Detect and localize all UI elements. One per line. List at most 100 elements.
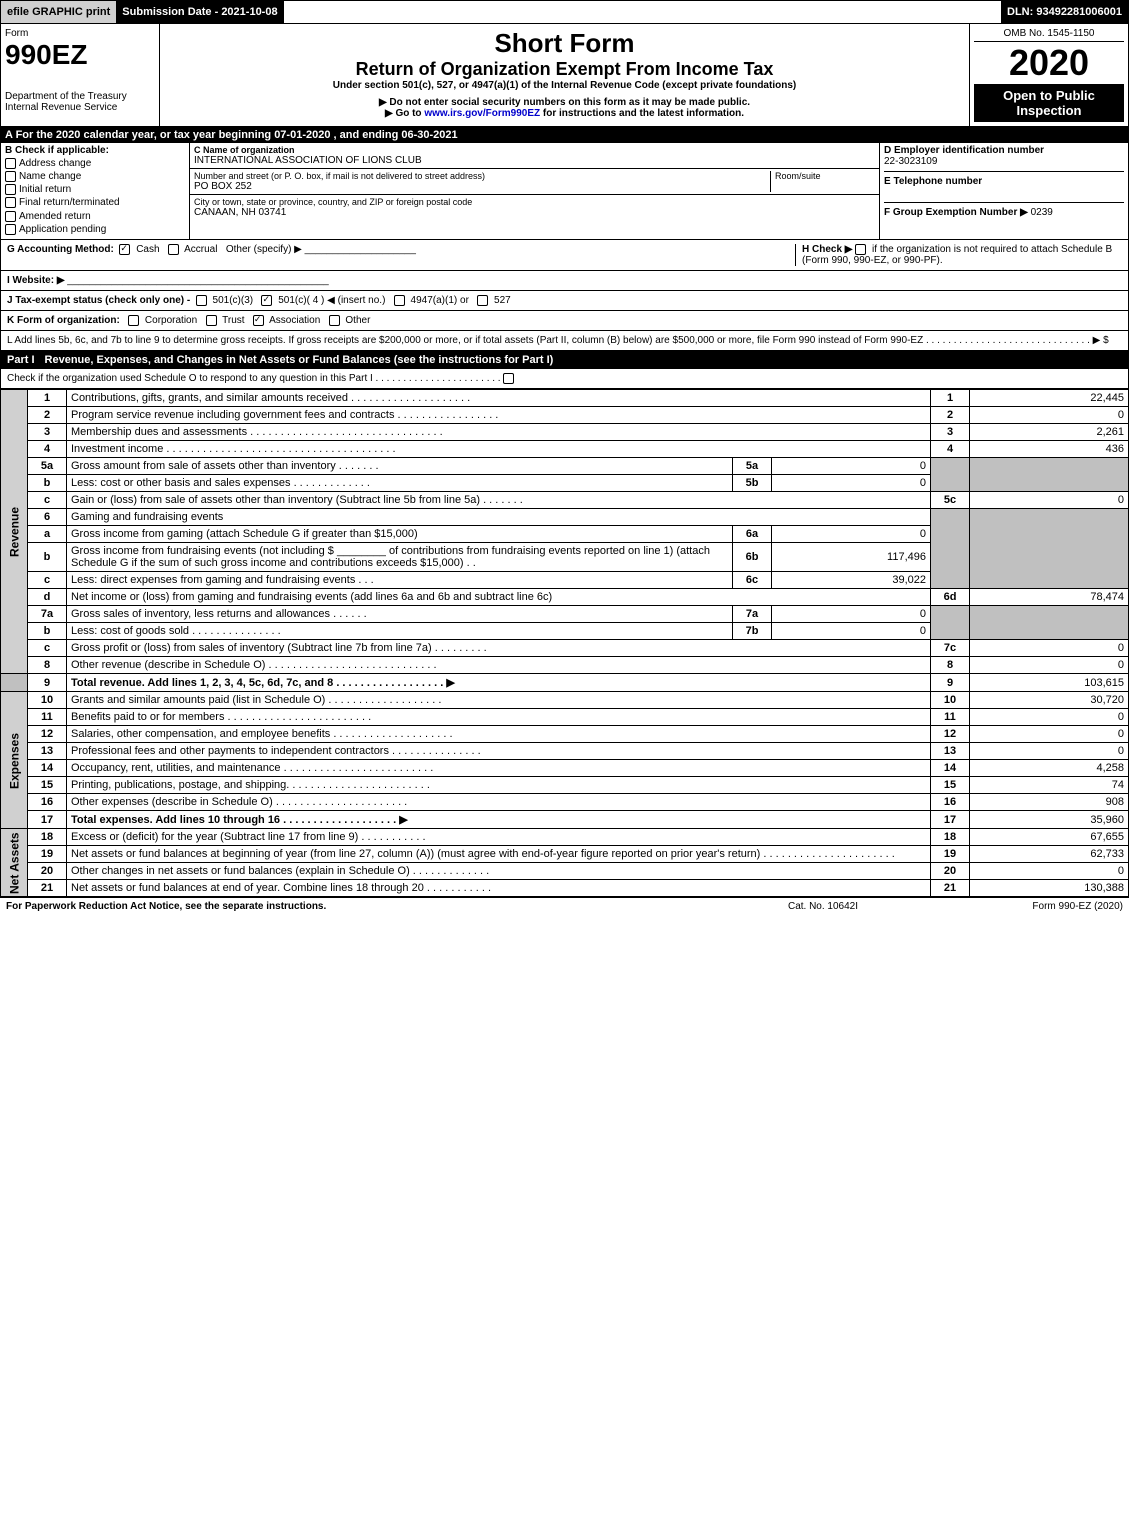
table-row: Revenue 1 Contributions, gifts, grants, … bbox=[1, 390, 1129, 407]
room-suite-label: Room/suite bbox=[775, 171, 875, 181]
open-to-public: Open to Public Inspection bbox=[974, 84, 1124, 122]
section-e-label: E Telephone number bbox=[884, 176, 982, 187]
amt-1: 22,445 bbox=[970, 390, 1129, 407]
under-section: Under section 501(c), 527, or 4947(a)(1)… bbox=[164, 80, 965, 91]
part-i-table: Revenue 1 Contributions, gifts, grants, … bbox=[0, 389, 1129, 897]
line-a-tax-year: A For the 2020 calendar year, or tax yea… bbox=[0, 127, 1129, 143]
table-row: 7a Gross sales of inventory, less return… bbox=[1, 606, 1129, 623]
checkbox-527[interactable] bbox=[477, 295, 488, 306]
section-b-label: B Check if applicable: bbox=[5, 145, 185, 156]
amt-4: 436 bbox=[970, 441, 1129, 458]
checkbox-application-pending[interactable] bbox=[5, 224, 16, 235]
checkbox-4947[interactable] bbox=[394, 295, 405, 306]
amt-6b: 117,496 bbox=[772, 543, 931, 572]
amt-6a: 0 bbox=[772, 526, 931, 543]
table-row: Net Assets 18 Excess or (deficit) for th… bbox=[1, 829, 1129, 846]
amt-10: 30,720 bbox=[970, 692, 1129, 709]
section-d-label: D Employer identification number bbox=[884, 145, 1044, 156]
part-i-check: Check if the organization used Schedule … bbox=[0, 369, 1129, 389]
part-i-header: Part I Revenue, Expenses, and Changes in… bbox=[0, 351, 1129, 369]
amt-6c: 39,022 bbox=[772, 572, 931, 589]
omb-number: OMB No. 1545-1150 bbox=[974, 28, 1124, 42]
table-row: 14 Occupancy, rent, utilities, and maint… bbox=[1, 760, 1129, 777]
table-row: 13 Professional fees and other payments … bbox=[1, 743, 1129, 760]
checkbox-part-i-schedule-o[interactable] bbox=[503, 373, 514, 384]
checkbox-association[interactable] bbox=[253, 315, 264, 326]
footer-cat-no: Cat. No. 10642I bbox=[723, 901, 923, 912]
table-row: 5a Gross amount from sale of assets othe… bbox=[1, 458, 1129, 475]
amt-15: 74 bbox=[970, 777, 1129, 794]
checkbox-final-return[interactable] bbox=[5, 197, 16, 208]
table-row: 12 Salaries, other compensation, and emp… bbox=[1, 726, 1129, 743]
dln: DLN: 93492281006001 bbox=[1001, 1, 1128, 23]
checkbox-501c3[interactable] bbox=[196, 295, 207, 306]
form-header: Form 990EZ Department of the Treasury In… bbox=[0, 24, 1129, 127]
table-row: 4 Investment income . . . . . . . . . . … bbox=[1, 441, 1129, 458]
ein-value: 22-3023109 bbox=[884, 156, 937, 167]
section-k: K Form of organization: Corporation Trus… bbox=[0, 311, 1129, 331]
checkbox-accrual[interactable] bbox=[168, 244, 179, 255]
efile-print-label[interactable]: efile GRAPHIC print bbox=[1, 1, 116, 23]
section-g-h: G Accounting Method: Cash Accrual Other … bbox=[0, 240, 1129, 271]
checkbox-amended-return[interactable] bbox=[5, 211, 16, 222]
short-form-title: Short Form bbox=[164, 28, 965, 59]
section-b-through-f: B Check if applicable: Address change Na… bbox=[0, 143, 1129, 240]
city-label: City or town, state or province, country… bbox=[194, 197, 875, 207]
amt-8: 0 bbox=[970, 657, 1129, 674]
revenue-side-label: Revenue bbox=[1, 390, 28, 674]
checkbox-address-change[interactable] bbox=[5, 158, 16, 169]
table-row: 6 Gaming and fundraising events bbox=[1, 509, 1129, 526]
table-row: 20 Other changes in net assets or fund b… bbox=[1, 863, 1129, 880]
footer-paperwork: For Paperwork Reduction Act Notice, see … bbox=[6, 901, 723, 912]
street-value: PO BOX 252 bbox=[194, 181, 770, 192]
section-l: L Add lines 5b, 6c, and 7b to line 9 to … bbox=[0, 331, 1129, 351]
amt-5c: 0 bbox=[970, 492, 1129, 509]
amt-12: 0 bbox=[970, 726, 1129, 743]
submission-date: Submission Date - 2021-10-08 bbox=[116, 1, 283, 23]
section-h-label: H Check ▶ bbox=[802, 244, 852, 255]
tax-year: 2020 bbox=[974, 42, 1124, 84]
checkbox-corporation[interactable] bbox=[128, 315, 139, 326]
checkbox-h[interactable] bbox=[855, 244, 866, 255]
part-i-label: Part I bbox=[7, 354, 45, 366]
org-name: INTERNATIONAL ASSOCIATION OF LIONS CLUB bbox=[194, 155, 875, 166]
amt-16: 908 bbox=[970, 794, 1129, 811]
section-f-label: F Group Exemption Number ▶ bbox=[884, 207, 1028, 218]
section-g-label: G Accounting Method: bbox=[7, 244, 114, 255]
ssn-warning: ▶ Do not enter social security numbers o… bbox=[164, 97, 965, 108]
amt-7a: 0 bbox=[772, 606, 931, 623]
amt-7b: 0 bbox=[772, 623, 931, 640]
table-row: 19 Net assets or fund balances at beginn… bbox=[1, 846, 1129, 863]
table-row: d Net income or (loss) from gaming and f… bbox=[1, 589, 1129, 606]
checkbox-name-change[interactable] bbox=[5, 171, 16, 182]
dept-irs: Internal Revenue Service bbox=[5, 102, 155, 113]
amt-14: 4,258 bbox=[970, 760, 1129, 777]
top-bar: efile GRAPHIC print Submission Date - 20… bbox=[0, 0, 1129, 24]
table-row: 3 Membership dues and assessments . . . … bbox=[1, 424, 1129, 441]
amt-7c: 0 bbox=[970, 640, 1129, 657]
checkbox-501c[interactable] bbox=[261, 295, 272, 306]
checkbox-trust[interactable] bbox=[206, 315, 217, 326]
checkbox-cash[interactable] bbox=[119, 244, 130, 255]
amt-19: 62,733 bbox=[970, 846, 1129, 863]
city-value: CANAAN, NH 03741 bbox=[194, 207, 875, 218]
checkbox-initial-return[interactable] bbox=[5, 184, 16, 195]
form-label: Form bbox=[5, 28, 155, 39]
section-i-website: I Website: ▶ ___________________________… bbox=[0, 271, 1129, 291]
footer-form-id: Form 990-EZ (2020) bbox=[923, 901, 1123, 912]
amt-21: 130,388 bbox=[970, 880, 1129, 897]
table-row: 9 Total revenue. Add lines 1, 2, 3, 4, 5… bbox=[1, 674, 1129, 692]
form-number: 990EZ bbox=[5, 39, 155, 71]
table-row: Expenses 10 Grants and similar amounts p… bbox=[1, 692, 1129, 709]
checkbox-other[interactable] bbox=[329, 315, 340, 326]
section-j: J Tax-exempt status (check only one) - 5… bbox=[0, 291, 1129, 311]
amt-18: 67,655 bbox=[970, 829, 1129, 846]
section-c-label: C Name of organization bbox=[194, 145, 295, 155]
irs-link[interactable]: www.irs.gov/Form990EZ bbox=[424, 108, 540, 119]
page-footer: For Paperwork Reduction Act Notice, see … bbox=[0, 897, 1129, 915]
amt-3: 2,261 bbox=[970, 424, 1129, 441]
table-row: 16 Other expenses (describe in Schedule … bbox=[1, 794, 1129, 811]
amt-9: 103,615 bbox=[970, 674, 1129, 692]
table-row: 21 Net assets or fund balances at end of… bbox=[1, 880, 1129, 897]
table-row: 15 Printing, publications, postage, and … bbox=[1, 777, 1129, 794]
